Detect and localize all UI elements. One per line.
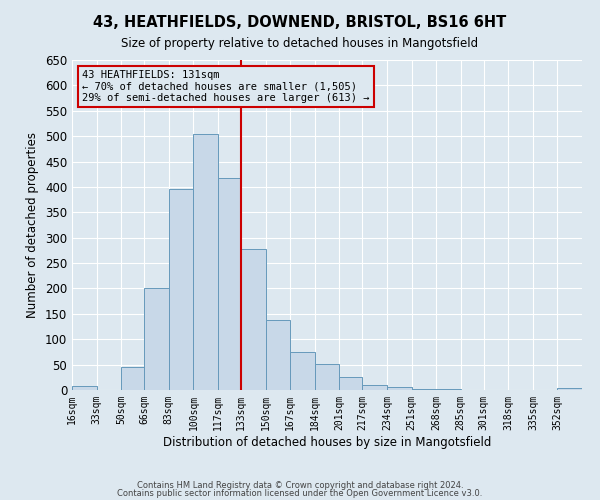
Bar (193, 134, 218, 390)
Bar (121, 367, 144, 390)
Bar (72, 386, 97, 390)
Bar (266, 320, 290, 390)
Text: 43 HEATHFIELDS: 131sqm
← 70% of detached houses are smaller (1,505)
29% of semi-: 43 HEATHFIELDS: 131sqm ← 70% of detached… (82, 70, 370, 103)
Bar (169, 190, 193, 390)
Text: Size of property relative to detached houses in Mangotsfield: Size of property relative to detached ho… (121, 38, 479, 51)
Bar (315, 364, 339, 390)
Bar (241, 249, 266, 390)
Text: Contains HM Land Registry data © Crown copyright and database right 2024.: Contains HM Land Registry data © Crown c… (137, 480, 463, 490)
Bar (387, 388, 412, 390)
X-axis label: Distribution of detached houses by size in Mangotsfield: Distribution of detached houses by size … (163, 436, 491, 448)
Text: 43, HEATHFIELDS, DOWNEND, BRISTOL, BS16 6HT: 43, HEATHFIELDS, DOWNEND, BRISTOL, BS16 … (94, 15, 506, 30)
Text: Contains public sector information licensed under the Open Government Licence v3: Contains public sector information licen… (118, 489, 482, 498)
Bar (362, 385, 387, 390)
Y-axis label: Number of detached properties: Number of detached properties (26, 132, 40, 318)
Bar (412, 389, 436, 390)
Bar (557, 388, 582, 390)
Bar (290, 352, 315, 390)
Bar (218, 178, 241, 390)
Bar (339, 378, 362, 390)
Bar (144, 288, 169, 390)
